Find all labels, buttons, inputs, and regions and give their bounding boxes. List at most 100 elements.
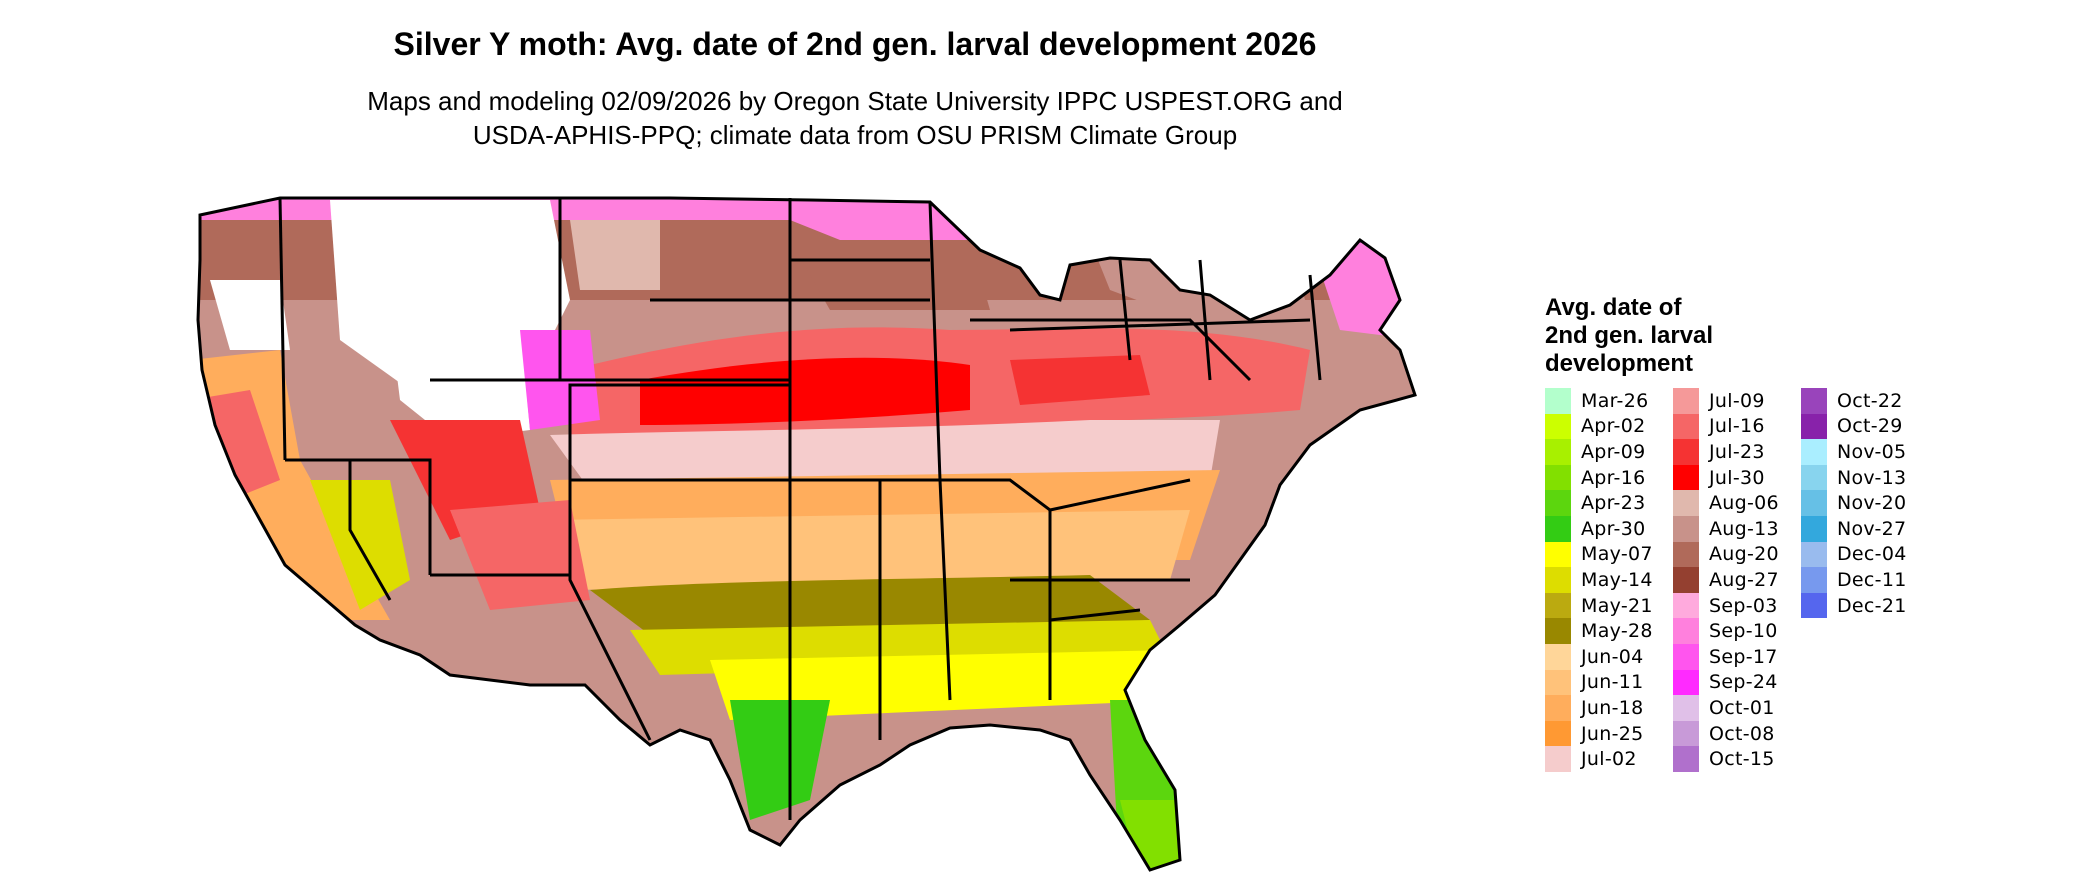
legend-label: Oct-15 bbox=[1709, 748, 1775, 771]
legend-swatch bbox=[1545, 464, 1571, 491]
us-map bbox=[196, 196, 1417, 872]
legend-item: Mar-26 bbox=[1545, 388, 1648, 414]
legend-swatch bbox=[1801, 541, 1827, 568]
legend-item: Apr-16 bbox=[1545, 464, 1646, 491]
legend-swatch bbox=[1673, 746, 1699, 772]
legend-label: Nov-13 bbox=[1837, 466, 1907, 489]
legend-label: Jun-18 bbox=[1581, 696, 1644, 719]
legend-swatch bbox=[1673, 490, 1699, 516]
legend-item: Oct-08 bbox=[1673, 720, 1775, 747]
legend-swatch bbox=[1545, 541, 1571, 568]
legend-swatch bbox=[1545, 388, 1571, 414]
legend-item: Apr-30 bbox=[1545, 516, 1646, 542]
legend-swatch bbox=[1801, 490, 1827, 516]
legend-item: Oct-22 bbox=[1801, 388, 1903, 414]
legend-item: Jun-18 bbox=[1545, 695, 1644, 721]
legend-swatch bbox=[1545, 669, 1571, 696]
legend-label: Apr-30 bbox=[1581, 517, 1646, 540]
legend-swatch bbox=[1673, 567, 1699, 593]
legend-item: May-28 bbox=[1545, 618, 1653, 644]
legend-title-line-1: Avg. date of bbox=[1545, 294, 1682, 321]
legend-swatch bbox=[1801, 413, 1827, 440]
legend-label: Jun-25 bbox=[1581, 722, 1644, 745]
legend-swatch bbox=[1673, 388, 1699, 414]
legend-swatch bbox=[1801, 439, 1827, 465]
legend-label: Aug-20 bbox=[1709, 543, 1779, 566]
legend-item: Apr-09 bbox=[1545, 439, 1646, 465]
legend-swatch bbox=[1673, 439, 1699, 465]
legend-label: Sep-17 bbox=[1709, 645, 1778, 668]
legend-label: Mar-26 bbox=[1581, 389, 1649, 412]
legend-label: Oct-29 bbox=[1837, 415, 1903, 438]
legend-swatch bbox=[1673, 592, 1699, 619]
legend-swatch bbox=[1673, 618, 1699, 644]
legend-item: Sep-03 bbox=[1673, 592, 1778, 619]
legend-item: Oct-29 bbox=[1801, 413, 1903, 440]
legend-item: Aug-06 bbox=[1673, 490, 1779, 516]
legend-item: Oct-15 bbox=[1673, 746, 1775, 772]
legend-label: Dec-04 bbox=[1837, 543, 1907, 566]
legend-item: Nov-27 bbox=[1801, 516, 1906, 542]
legend-label: Nov-05 bbox=[1837, 440, 1907, 463]
legend-item: Sep-17 bbox=[1673, 644, 1778, 670]
legend-label: Aug-27 bbox=[1709, 568, 1779, 591]
legend-item: Jul-02 bbox=[1545, 746, 1637, 772]
legend-label: May-07 bbox=[1581, 543, 1653, 566]
legend-swatch bbox=[1673, 464, 1699, 491]
legend-item: Sep-10 bbox=[1673, 618, 1778, 644]
subtitle-line-2: USDA-APHIS-PPQ; climate data from OSU PR… bbox=[472, 120, 1238, 150]
legend-label: Apr-09 bbox=[1581, 440, 1646, 463]
legend-title-line-2: 2nd gen. larval bbox=[1545, 322, 1714, 349]
legend-title: Avg. date of 2nd gen. larval development bbox=[1545, 294, 1805, 378]
map-subtitle: Maps and modeling 02/09/2026 by Oregon S… bbox=[0, 84, 1710, 152]
legend-label: Apr-23 bbox=[1581, 492, 1646, 515]
legend-label: May-14 bbox=[1581, 568, 1653, 591]
legend-label: Jul-02 bbox=[1581, 748, 1637, 771]
legend-swatch bbox=[1801, 567, 1827, 593]
legend-swatch bbox=[1801, 388, 1827, 414]
legend-label: Jun-04 bbox=[1581, 645, 1644, 668]
legend-item: May-21 bbox=[1545, 592, 1653, 619]
legend-item: Aug-27 bbox=[1673, 567, 1779, 593]
legend-item: Jun-04 bbox=[1545, 644, 1644, 670]
legend-item: Jul-09 bbox=[1673, 388, 1765, 414]
legend-item: Apr-02 bbox=[1545, 413, 1646, 440]
legend-label: Nov-20 bbox=[1837, 492, 1907, 515]
legend-label: Aug-13 bbox=[1709, 517, 1779, 540]
legend-swatch bbox=[1545, 644, 1571, 670]
legend-swatch bbox=[1545, 720, 1571, 747]
legend-item: Nov-05 bbox=[1801, 439, 1906, 465]
legend-item: Aug-13 bbox=[1673, 516, 1779, 542]
legend-label: Sep-24 bbox=[1709, 671, 1778, 694]
legend-label: Nov-27 bbox=[1837, 517, 1907, 540]
legend-label: Aug-06 bbox=[1709, 492, 1779, 515]
legend-label: Oct-22 bbox=[1837, 389, 1903, 412]
legend-label: Sep-10 bbox=[1709, 620, 1778, 643]
legend-item: Jul-23 bbox=[1673, 439, 1765, 465]
legend-label: May-28 bbox=[1581, 620, 1653, 643]
legend-item: Oct-01 bbox=[1673, 695, 1775, 721]
legend-swatch bbox=[1545, 567, 1571, 593]
legend-label: Jul-16 bbox=[1709, 415, 1765, 438]
legend-swatch bbox=[1673, 695, 1699, 721]
legend-swatch bbox=[1545, 413, 1571, 440]
legend-item: Dec-04 bbox=[1801, 541, 1907, 568]
legend-item: Nov-20 bbox=[1801, 490, 1906, 516]
legend-label: Jul-30 bbox=[1709, 466, 1765, 489]
state-borders bbox=[196, 196, 1417, 872]
legend-label: Sep-03 bbox=[1709, 594, 1778, 617]
legend-swatch bbox=[1545, 618, 1571, 644]
legend-swatch bbox=[1801, 516, 1827, 542]
legend-label: Apr-02 bbox=[1581, 415, 1646, 438]
legend-item: Jul-16 bbox=[1673, 413, 1765, 440]
legend-swatch bbox=[1673, 644, 1699, 670]
legend-swatch bbox=[1801, 592, 1827, 619]
legend-item: Nov-13 bbox=[1801, 464, 1907, 491]
legend-item: Aug-20 bbox=[1673, 541, 1779, 568]
legend-item: Sep-24 bbox=[1673, 669, 1778, 696]
legend-label: Jul-23 bbox=[1709, 440, 1765, 463]
map-title: Silver Y moth: Avg. date of 2nd gen. lar… bbox=[393, 26, 1317, 62]
legend-item: Jun-11 bbox=[1545, 669, 1644, 696]
legend-item: May-14 bbox=[1545, 567, 1653, 593]
legend-label: Dec-11 bbox=[1837, 568, 1907, 591]
